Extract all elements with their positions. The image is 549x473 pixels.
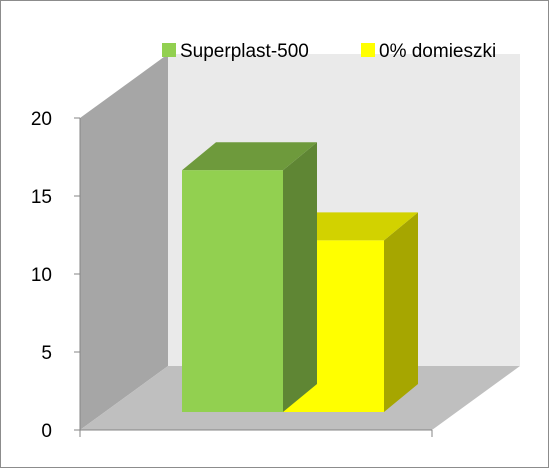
legend-label: 0% domieszki [379, 41, 496, 62]
legend-swatch [361, 43, 375, 57]
bar-side [283, 142, 317, 412]
y-tick-label: 0 [41, 421, 52, 442]
legend-swatch [162, 43, 176, 57]
bar-front [182, 170, 283, 412]
bars-group [182, 142, 418, 412]
bar-superplast-500 [182, 142, 317, 412]
y-tick-label: 5 [41, 343, 52, 364]
y-tick-label: 10 [31, 265, 52, 286]
y-tick-label: 15 [31, 187, 52, 208]
legend-label: Superplast-500 [180, 41, 309, 62]
bar-top [182, 142, 317, 171]
y-axis-ticks: 0 5 10 15 20 [31, 109, 80, 442]
bar-side [384, 212, 418, 412]
y-tick-label: 20 [31, 109, 52, 130]
legend: Superplast-500 0% domieszki [162, 41, 496, 62]
x-axis-ticks [79, 430, 433, 437]
chart-side-wall [80, 54, 168, 430]
